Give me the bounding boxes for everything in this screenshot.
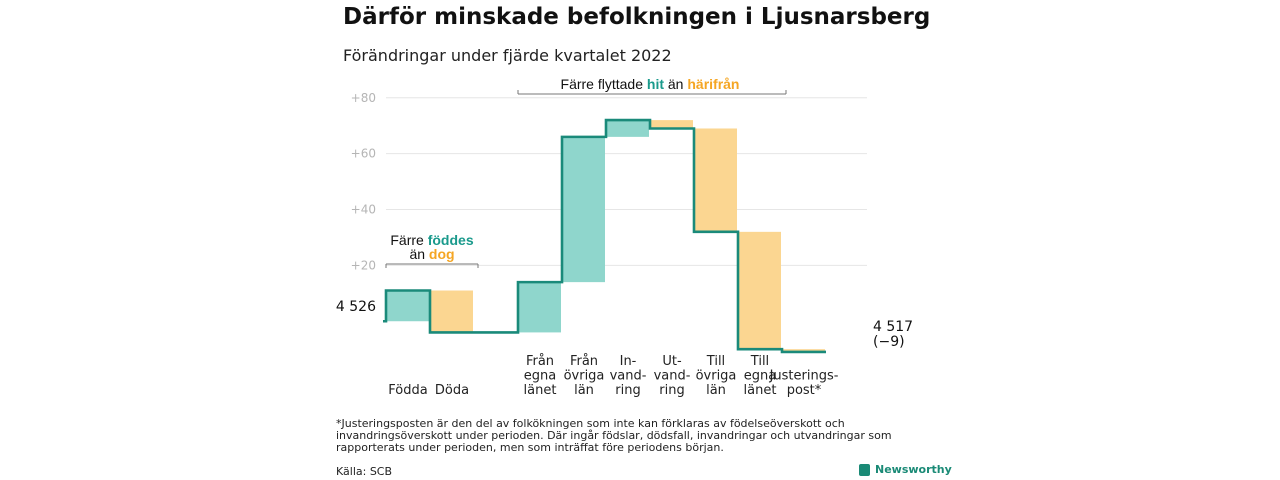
increase-bar [563,136,605,283]
category-label: Från egna länet [524,354,557,398]
decrease-bar [695,128,737,232]
cumulative-step-line [383,118,826,354]
decrease-bar [431,290,473,333]
category-label: Till övriga län [696,354,737,398]
newsworthy-logo: Newsworthy [859,463,952,476]
increase-bar [519,282,561,333]
increase-bar [607,120,649,137]
births-annotation-line2: än dog [409,246,454,262]
y-tick-label: +40 [351,203,376,217]
chart-subtitle: Förändringar under fjärde kvartalet 2022 [343,46,672,65]
y-tick-label: +20 [351,258,376,272]
decrease-bar [739,231,781,350]
newsworthy-logo-text: Newsworthy [875,463,952,476]
chart-title: Därför minskade befolkningen i Ljusnarsb… [343,4,931,30]
category-label: Till egna länet [744,354,777,398]
start-value-label: 4 526 [336,299,376,315]
category-label: In-vand-ring [610,354,647,398]
decrease-bar [651,120,693,129]
y-tick-label: +80 [351,91,376,105]
category-label: Ut-vand-ring [654,354,691,398]
decrease-bar [783,349,825,352]
category-label: Födda [388,383,427,398]
newsworthy-logo-icon [859,463,870,476]
y-tick-label: +60 [351,147,376,161]
end-change-label: (−9) [873,334,905,350]
category-label: Justerings-post* [769,369,839,399]
migration-annotation: Färre flyttade hit än härifrån [561,76,740,92]
category-label: Från övriga län [564,354,605,398]
births-annotation-line1: Färre föddes [390,232,473,248]
increase-bar [387,290,429,322]
category-label: Döda [435,383,469,398]
end-value-label: 4 517 [873,319,913,335]
footnote: *Justeringsposten är den del av folkökni… [336,417,892,454]
source-label: Källa: SCB [336,465,393,478]
